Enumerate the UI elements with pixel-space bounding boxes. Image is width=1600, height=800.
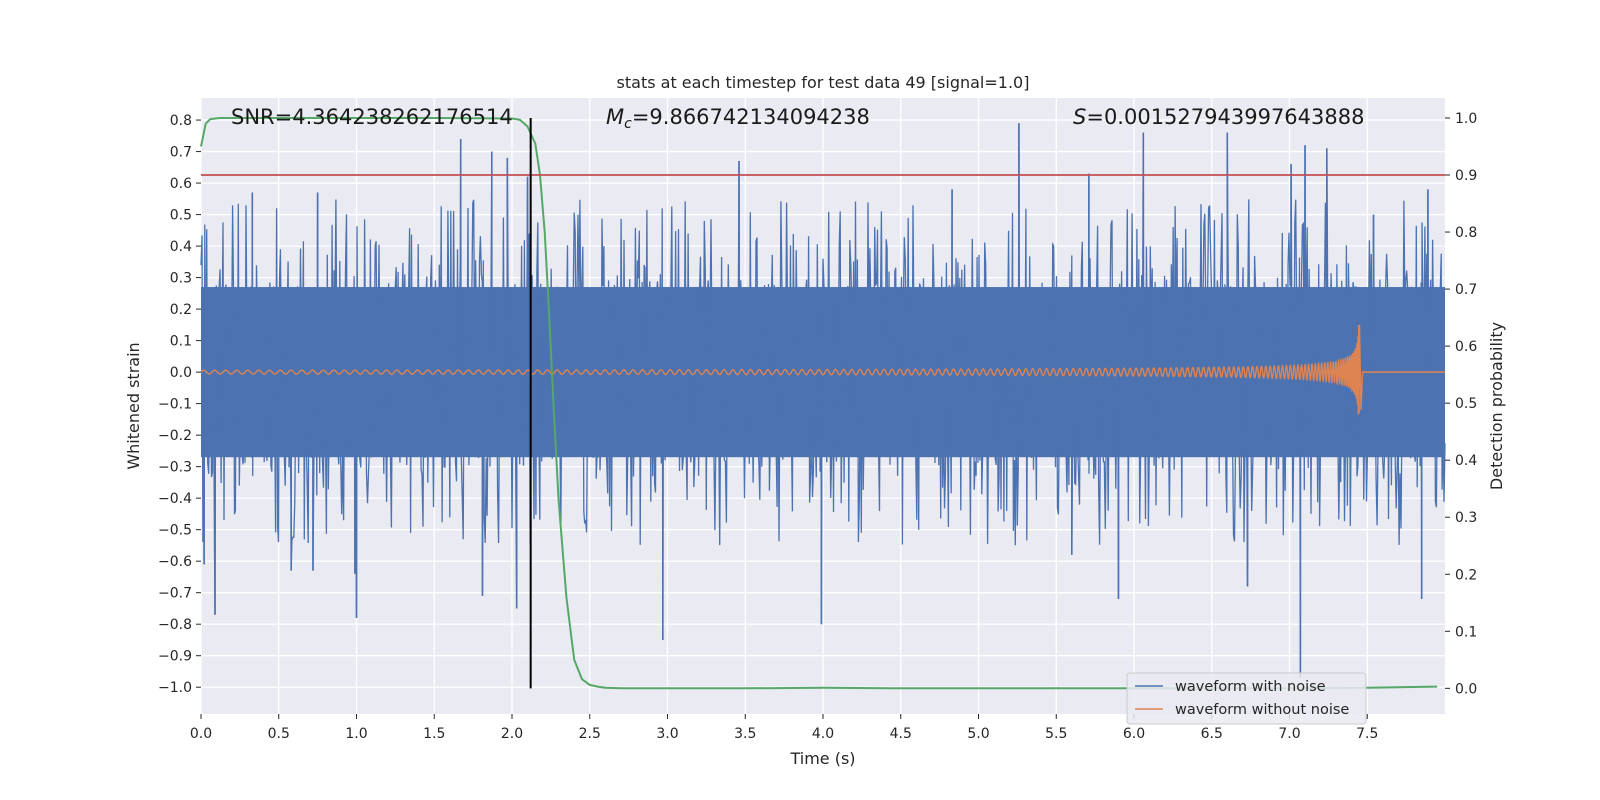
x-tick-label: 2.0 [501, 726, 523, 742]
left-tick-label: 0.1 [170, 334, 192, 350]
left-tick-label: −0.3 [158, 460, 192, 476]
x-tick-label: 0.0 [190, 726, 212, 742]
chirp-mass-annotation: Mc=9.866742134094238 [606, 105, 870, 132]
chirp-mass-value: =9.866742134094238 [632, 105, 870, 129]
x-tick-label: 4.0 [812, 726, 834, 742]
left-tick-label: 0.2 [170, 302, 192, 318]
left-axis-ticks: 0.8 0.7 0.6 0.5 0.4 0.3 0.2 0.1 0.0 −0.1 −0.2 −0.3 −… [158, 113, 201, 696]
right-tick-label: 0.6 [1455, 339, 1477, 355]
s-value: =0.001527943997643888 [1086, 105, 1364, 129]
left-axis-label: Whitened strain [124, 342, 143, 469]
right-tick-label: 0.7 [1455, 282, 1477, 298]
s-symbol: S [1073, 105, 1086, 129]
legend-box [1126, 672, 1367, 725]
x-tick-label: 1.5 [423, 726, 445, 742]
right-axis-label: Detection probability [1487, 322, 1506, 490]
x-tick-label: 3.0 [656, 726, 678, 742]
left-tick-label: 0.3 [170, 271, 192, 287]
left-tick-label: −0.7 [158, 586, 192, 602]
left-tick-label: 0.8 [170, 113, 192, 129]
right-tick-label: 0.4 [1455, 453, 1477, 469]
snr-annotation: SNR=4.364238262176514 [231, 105, 513, 129]
x-tick-label: 7.5 [1356, 726, 1378, 742]
right-tick-label: 1.0 [1455, 111, 1477, 127]
x-tick-label: 2.5 [579, 726, 601, 742]
left-tick-label: −0.4 [158, 491, 192, 507]
legend: waveform with noise waveform without noi… [1126, 672, 1367, 725]
right-tick-label: 0.5 [1455, 396, 1477, 412]
x-tick-label: 4.5 [890, 726, 912, 742]
left-tick-label: −0.6 [158, 554, 192, 570]
chirp-mass-symbol: M [606, 105, 624, 129]
right-tick-label: 0.9 [1455, 168, 1477, 184]
right-tick-label: 0.8 [1455, 225, 1477, 241]
right-tick-label: 0.0 [1455, 681, 1477, 697]
right-tick-label: 0.3 [1455, 510, 1477, 526]
x-axis-label: Time (s) [789, 749, 855, 768]
left-tick-label: 0.4 [170, 239, 192, 255]
series-detection-probability [200, 117, 1438, 690]
chart-title: stats at each timestep for test data 49 … [617, 73, 1030, 92]
left-tick-label: −1.0 [158, 680, 192, 696]
x-tick-label: 1.0 [345, 726, 367, 742]
right-axis-ticks: 1.0 0.9 0.8 0.7 0.6 0.5 0.4 0.3 0.2 0.1 0.0 [1445, 111, 1477, 697]
right-tick-label: 0.1 [1455, 624, 1477, 640]
s-annotation: S=0.001527943997643888 [1073, 105, 1364, 129]
left-tick-label: −0.8 [158, 617, 192, 633]
x-tick-label: 7.0 [1278, 726, 1300, 742]
left-tick-label: 0.0 [170, 365, 192, 381]
left-tick-label: 0.7 [170, 145, 192, 161]
chirp-line [200, 324, 1445, 415]
probability-line [200, 117, 1438, 690]
legend-label-noise: waveform with noise [1175, 679, 1326, 695]
x-tick-label: 5.5 [1045, 726, 1067, 742]
right-tick-label: 0.2 [1455, 567, 1477, 583]
x-tick-label: 6.0 [1123, 726, 1145, 742]
left-tick-label: 0.5 [170, 208, 192, 224]
left-tick-label: −0.5 [158, 523, 192, 539]
left-tick-label: −0.9 [158, 649, 192, 665]
chirp-mass-subscript: c [624, 116, 632, 132]
x-tick-label: 5.0 [967, 726, 989, 742]
series-waveform-without-noise [200, 324, 1445, 415]
left-tick-label: 0.6 [170, 176, 192, 192]
left-tick-label: −0.2 [158, 428, 192, 444]
legend-label-clean: waveform without noise [1175, 702, 1349, 718]
x-tick-label: 0.5 [268, 726, 290, 742]
x-tick-label: 3.5 [734, 726, 756, 742]
x-tick-label: 6.5 [1201, 726, 1223, 742]
left-tick-label: −0.1 [158, 397, 192, 413]
x-axis-ticks: 0.0 0.5 1.0 1.5 2.0 2.5 3.0 3.5 4.0 4.5 5.0 5.5 6.0 6… [190, 714, 1378, 742]
